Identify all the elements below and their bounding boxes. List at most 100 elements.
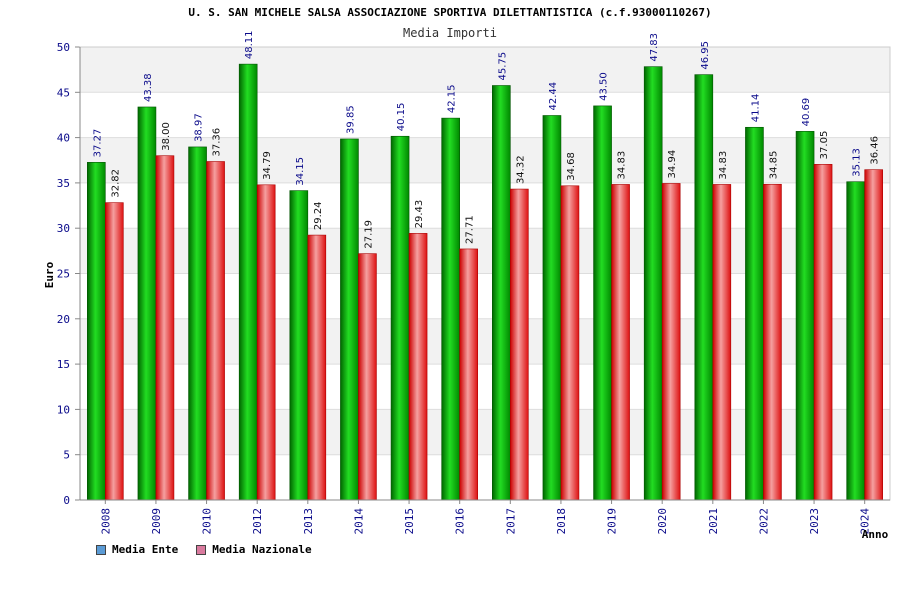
data-label-ente: 37.27 — [92, 129, 103, 158]
bar-ente — [643, 66, 663, 501]
x-tick-label: 2024 — [859, 508, 872, 535]
x-tick-label: 2010 — [201, 508, 214, 535]
bar-nazionale — [155, 155, 175, 501]
data-label-ente: 40.15 — [396, 103, 407, 132]
x-tick-label: 2008 — [99, 508, 112, 535]
legend-label-nazionale: Media Nazionale — [212, 543, 312, 556]
data-label-nazionale: 27.71 — [465, 215, 476, 244]
legend-item-nazionale: Media Nazionale — [196, 543, 312, 556]
y-tick-label: 50 — [57, 41, 70, 54]
bar-nazionale — [459, 248, 478, 501]
data-label-nazionale: 34.94 — [667, 150, 678, 179]
data-label-ente: 38.97 — [194, 113, 205, 142]
data-label-ente: 43.38 — [143, 73, 154, 102]
grid-band — [80, 47, 890, 93]
legend-swatch-nazionale — [196, 544, 207, 555]
y-tick-label: 15 — [57, 358, 70, 371]
x-tick-label: 2009 — [150, 508, 163, 535]
x-tick-label: 2015 — [403, 508, 416, 535]
bar-nazionale — [256, 184, 276, 501]
bar-ente — [289, 190, 309, 501]
bar-ente — [137, 106, 157, 501]
legend-label-ente: Media Ente — [112, 543, 179, 556]
legend-swatch-ente — [96, 544, 106, 555]
bar-ente — [593, 105, 612, 501]
bar-nazionale — [763, 183, 782, 501]
data-label-nazionale: 29.24 — [313, 201, 324, 230]
data-label-nazionale: 36.46 — [870, 136, 881, 165]
bar-ente — [390, 135, 410, 501]
bar-ente — [745, 126, 764, 501]
data-label-ente: 41.14 — [750, 94, 761, 123]
x-tick-label: 2021 — [707, 508, 720, 535]
data-label-ente: 47.83 — [649, 33, 660, 62]
data-label-ente: 43.50 — [599, 72, 610, 101]
bar-nazionale — [206, 161, 225, 501]
data-label-nazionale: 34.32 — [515, 155, 526, 184]
y-tick-label: 45 — [57, 86, 70, 99]
y-tick-label: 20 — [57, 313, 70, 326]
y-axis-label: Euro — [43, 261, 56, 288]
data-label-ente: 35.13 — [852, 148, 863, 177]
bar-ente — [492, 85, 511, 501]
bar-nazionale — [560, 185, 580, 501]
chart-title: U. S. SAN MICHELE SALSA ASSOCIAZIONE SPO… — [188, 6, 712, 19]
data-label-ente: 34.15 — [295, 157, 306, 186]
x-axis-label: Anno — [862, 528, 889, 541]
x-tick-label: 2023 — [808, 508, 821, 535]
legend-item-ente: Media Ente — [96, 543, 178, 556]
bar-nazionale — [307, 234, 327, 501]
y-tick-label: 10 — [57, 403, 70, 416]
bar-ente — [340, 138, 359, 501]
data-label-nazionale: 34.85 — [768, 151, 779, 180]
data-label-ente: 45.75 — [497, 52, 508, 81]
bar-nazionale — [408, 233, 428, 501]
x-tick-label: 2017 — [504, 508, 517, 535]
bar-ente — [238, 63, 258, 501]
bar-ente — [542, 115, 562, 501]
data-label-ente: 42.15 — [447, 84, 458, 113]
bar-ente — [441, 117, 460, 501]
bar-nazionale — [813, 164, 833, 501]
data-label-nazionale: 34.83 — [617, 151, 628, 180]
x-tick-label: 2020 — [656, 508, 669, 535]
bar-nazionale — [105, 202, 124, 501]
data-label-nazionale: 34.83 — [718, 151, 729, 180]
bar-nazionale — [864, 169, 883, 501]
x-tick-label: 2014 — [352, 508, 365, 535]
y-tick-label: 5 — [63, 449, 70, 462]
y-tick-label: 40 — [57, 132, 70, 145]
bar-nazionale — [510, 188, 529, 501]
bar-ente — [694, 74, 714, 501]
x-tick-label: 2013 — [302, 508, 315, 535]
y-tick-label: 30 — [57, 222, 70, 235]
data-label-nazionale: 37.05 — [819, 131, 830, 160]
bar-nazionale — [358, 253, 377, 501]
bar-ente — [846, 181, 865, 501]
data-label-ente: 48.11 — [244, 30, 255, 59]
data-label-ente: 42.44 — [548, 82, 559, 111]
data-label-nazionale: 29.43 — [414, 200, 425, 229]
x-tick-label: 2019 — [606, 508, 619, 535]
legend: Media Ente Media Nazionale — [96, 543, 312, 556]
bar-ente — [795, 131, 815, 501]
data-label-nazionale: 34.68 — [566, 152, 577, 181]
y-tick-label: 35 — [57, 177, 70, 190]
data-label-ente: 46.95 — [700, 41, 711, 70]
data-label-nazionale: 37.36 — [212, 128, 223, 157]
y-tick-label: 25 — [57, 268, 70, 281]
data-label-ente: 39.85 — [345, 105, 356, 134]
data-label-nazionale: 34.79 — [262, 151, 273, 180]
chart-subtitle: Media Importi — [403, 26, 497, 40]
bar-ente — [188, 146, 207, 501]
bar-nazionale — [712, 184, 732, 501]
data-label-nazionale: 27.19 — [363, 220, 374, 249]
bar-nazionale — [611, 184, 630, 501]
bar-ente — [87, 162, 106, 501]
x-tick-label: 2022 — [757, 508, 770, 535]
data-label-nazionale: 38.00 — [161, 122, 172, 151]
x-tick-label: 2016 — [454, 508, 467, 535]
bar-nazionale — [661, 183, 681, 501]
data-label-nazionale: 32.82 — [110, 169, 121, 198]
